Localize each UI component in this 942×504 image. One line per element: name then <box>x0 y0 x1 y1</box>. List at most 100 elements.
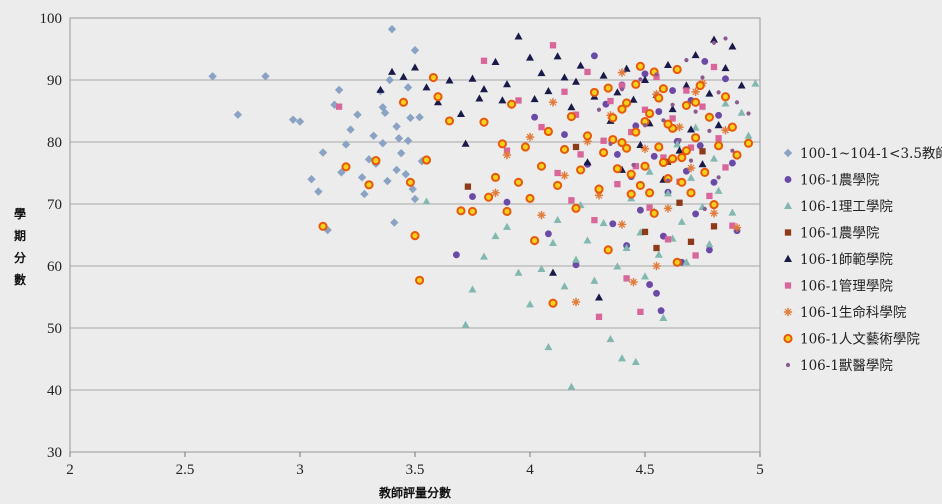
data-point <box>599 71 608 79</box>
legend-item: 100-1~104-1<3.5教師 <box>783 146 942 162</box>
data-point <box>691 97 701 107</box>
data-point <box>591 216 598 224</box>
data-point <box>422 197 431 205</box>
data-point <box>715 111 723 119</box>
data-point <box>737 108 746 116</box>
data-point <box>468 285 477 293</box>
data-point <box>618 82 626 89</box>
data-point <box>335 103 343 110</box>
y-axis-title-char: 分 <box>14 250 26 265</box>
data-point <box>417 157 427 166</box>
data-point <box>631 127 641 137</box>
legend-label: 106-1獸醫學院 <box>800 358 893 374</box>
data-point <box>503 198 511 206</box>
data-point <box>686 188 696 198</box>
data-point <box>341 140 351 149</box>
legend-item: 106-1師範學院 <box>784 252 893 268</box>
data-point <box>700 75 705 80</box>
data-point <box>572 143 580 151</box>
data-point <box>411 63 419 71</box>
data-point <box>645 167 654 175</box>
data-point <box>612 164 622 174</box>
data-point <box>617 220 627 229</box>
data-point <box>684 58 689 63</box>
legend-label: 106-1農學院 <box>800 226 880 242</box>
data-point <box>692 252 699 259</box>
data-point <box>526 300 534 308</box>
data-point <box>631 357 640 366</box>
data-point <box>461 139 470 147</box>
data-point <box>502 206 512 217</box>
data-point <box>568 197 575 204</box>
y-axis-ticks: 30 40 50 60 70 80 90 100 <box>40 11 63 461</box>
data-point <box>590 276 599 284</box>
data-point <box>566 112 576 122</box>
data-point <box>537 264 546 273</box>
data-point <box>664 158 672 165</box>
data-point <box>706 192 713 200</box>
data-point <box>405 177 415 187</box>
data-point <box>677 152 687 163</box>
data-point <box>378 139 387 148</box>
data-point <box>709 209 719 218</box>
data-point <box>572 255 580 263</box>
data-point <box>635 61 645 71</box>
y-axis-title-char: 期 <box>14 228 26 243</box>
data-point <box>318 148 328 157</box>
data-point <box>623 275 630 282</box>
data-point <box>628 128 635 136</box>
grid-lines <box>70 79 760 391</box>
data-point <box>650 152 658 160</box>
data-point <box>730 148 735 153</box>
data-point <box>654 93 664 103</box>
data-point <box>560 282 569 290</box>
data-point <box>288 115 298 124</box>
y-tick-label: 80 <box>47 135 62 151</box>
data-point <box>544 86 553 95</box>
data-point <box>543 126 553 137</box>
data-point <box>632 122 640 130</box>
data-point <box>655 108 663 116</box>
data-point <box>705 240 714 248</box>
data-point <box>613 262 622 270</box>
data-point <box>668 104 677 113</box>
data-point <box>688 158 694 163</box>
data-point <box>357 173 367 182</box>
x-tick-label: 2 <box>66 462 74 478</box>
data-point <box>571 203 581 213</box>
data-point <box>536 161 547 171</box>
data-point <box>553 52 562 60</box>
data-point <box>392 165 401 175</box>
data-point <box>635 180 645 190</box>
data-point <box>314 187 323 196</box>
data-point <box>576 61 585 69</box>
data-point <box>515 97 522 104</box>
data-point <box>659 313 668 322</box>
y-tick-label: 50 <box>47 321 62 337</box>
data-point <box>720 92 731 102</box>
data-point <box>401 170 410 179</box>
data-point <box>668 154 678 164</box>
data-point <box>572 77 580 85</box>
data-point <box>722 164 729 171</box>
data-point <box>530 95 539 103</box>
data-point <box>692 210 700 218</box>
data-point <box>618 354 626 362</box>
data-point <box>318 221 328 231</box>
legend-marker <box>784 282 792 289</box>
data-point <box>307 175 316 184</box>
data-point <box>346 125 355 134</box>
data-point <box>737 81 746 89</box>
data-point <box>410 46 420 55</box>
data-point <box>364 180 374 190</box>
data-point <box>398 97 409 107</box>
data-point <box>702 206 707 212</box>
data-point <box>544 230 552 238</box>
data-point <box>669 115 676 122</box>
data-point <box>714 141 724 151</box>
data-point <box>537 68 546 77</box>
data-point <box>468 74 477 82</box>
y-tick-label: 40 <box>47 383 62 399</box>
